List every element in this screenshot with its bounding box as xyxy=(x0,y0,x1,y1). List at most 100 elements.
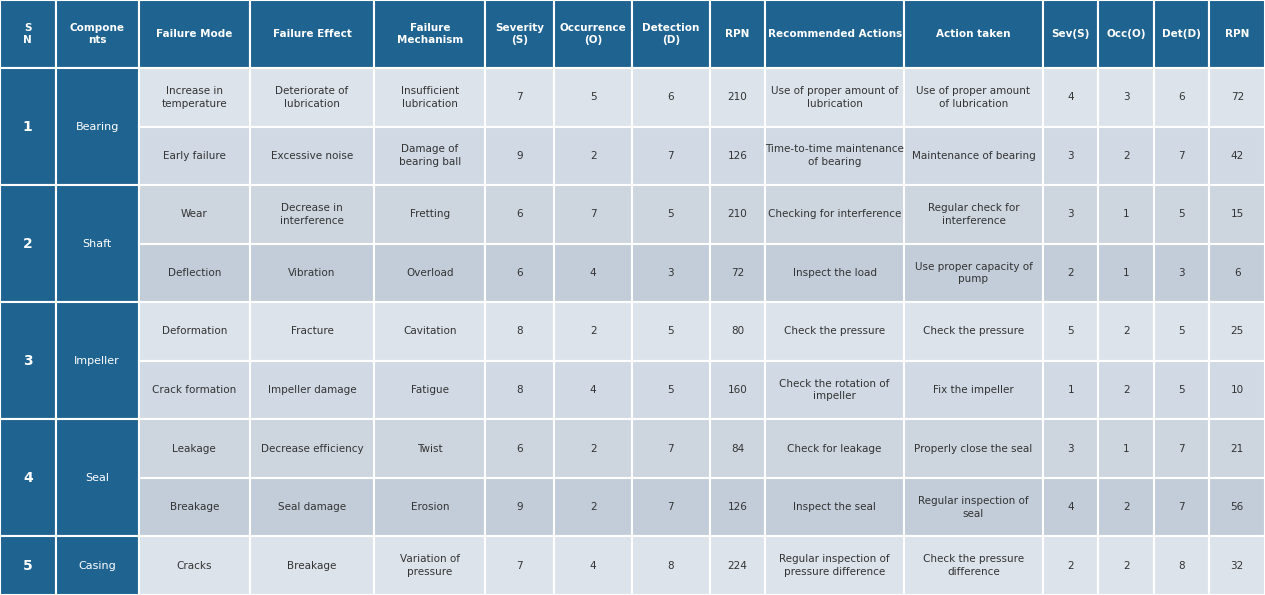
Bar xyxy=(554,127,632,185)
Text: 2: 2 xyxy=(589,327,596,337)
Bar xyxy=(486,0,554,68)
Bar xyxy=(765,127,904,185)
Text: Decrease in
interference: Decrease in interference xyxy=(280,203,344,226)
Text: Regular inspection of
pressure difference: Regular inspection of pressure differenc… xyxy=(779,555,891,577)
Bar xyxy=(374,127,486,185)
Text: Check for leakage: Check for leakage xyxy=(787,444,882,453)
Bar xyxy=(1098,302,1154,361)
Bar xyxy=(1154,185,1209,244)
Bar xyxy=(765,419,904,478)
Text: Properly close the seal: Properly close the seal xyxy=(915,444,1032,453)
Bar xyxy=(1154,127,1209,185)
Bar xyxy=(486,361,554,419)
Text: Seal damage: Seal damage xyxy=(278,502,347,512)
Bar xyxy=(1209,361,1265,419)
Text: 6: 6 xyxy=(1179,92,1185,102)
Bar xyxy=(1154,478,1209,537)
Bar xyxy=(250,0,374,68)
Bar xyxy=(1042,244,1098,302)
Text: Action taken: Action taken xyxy=(936,29,1011,39)
Text: 9: 9 xyxy=(516,151,524,161)
Text: Severity
(S): Severity (S) xyxy=(496,23,544,45)
Bar xyxy=(554,537,632,595)
Text: Fix the impeller: Fix the impeller xyxy=(934,385,1013,395)
Text: Fatigue: Fatigue xyxy=(411,385,449,395)
Bar xyxy=(632,185,710,244)
Text: RPN: RPN xyxy=(725,29,750,39)
Text: 1: 1 xyxy=(23,120,33,133)
Bar xyxy=(486,68,554,127)
Bar xyxy=(554,302,632,361)
Bar xyxy=(0,68,56,185)
Text: Insufficient
lubrication: Insufficient lubrication xyxy=(401,86,459,109)
Bar xyxy=(632,127,710,185)
Text: Inspect the load: Inspect the load xyxy=(793,268,877,278)
Bar xyxy=(486,537,554,595)
Text: Deteriorate of
lubrication: Deteriorate of lubrication xyxy=(276,86,349,109)
Bar xyxy=(486,302,554,361)
Text: Early failure: Early failure xyxy=(163,151,225,161)
Bar xyxy=(1154,361,1209,419)
Text: 72: 72 xyxy=(731,268,744,278)
Bar xyxy=(765,361,904,419)
Text: Impeller damage: Impeller damage xyxy=(268,385,357,395)
Text: Deformation: Deformation xyxy=(162,327,226,337)
Text: Check the pressure: Check the pressure xyxy=(784,327,885,337)
Bar xyxy=(374,185,486,244)
Text: Casing: Casing xyxy=(78,560,116,571)
Bar xyxy=(250,419,374,478)
Bar xyxy=(632,0,710,68)
Text: 1: 1 xyxy=(1123,209,1130,220)
Bar xyxy=(632,244,710,302)
Text: Det(D): Det(D) xyxy=(1163,29,1202,39)
Bar xyxy=(486,185,554,244)
Text: 10: 10 xyxy=(1231,385,1243,395)
Bar xyxy=(374,302,486,361)
Bar xyxy=(554,0,632,68)
Text: RPN: RPN xyxy=(1225,29,1250,39)
Bar xyxy=(710,127,765,185)
Bar xyxy=(554,185,632,244)
Bar xyxy=(765,0,904,68)
Text: 2: 2 xyxy=(1123,560,1130,571)
Text: Use of proper amount of
lubrication: Use of proper amount of lubrication xyxy=(770,86,898,109)
Bar xyxy=(1042,302,1098,361)
Bar xyxy=(1154,302,1209,361)
Bar xyxy=(1209,478,1265,537)
Text: 7: 7 xyxy=(668,502,674,512)
Bar xyxy=(1209,419,1265,478)
Text: 2: 2 xyxy=(1123,327,1130,337)
Bar xyxy=(904,419,1042,478)
Bar xyxy=(1098,244,1154,302)
Bar xyxy=(904,302,1042,361)
Bar xyxy=(374,478,486,537)
Bar xyxy=(250,537,374,595)
Text: Checking for interference: Checking for interference xyxy=(768,209,902,220)
Bar xyxy=(904,478,1042,537)
Text: Wear: Wear xyxy=(181,209,207,220)
Bar xyxy=(139,127,250,185)
Bar xyxy=(1154,68,1209,127)
Text: 15: 15 xyxy=(1231,209,1243,220)
Text: Fracture: Fracture xyxy=(291,327,334,337)
Text: 5: 5 xyxy=(1179,327,1185,337)
Bar xyxy=(1098,419,1154,478)
Text: 32: 32 xyxy=(1231,560,1243,571)
Text: Use of proper amount
of lubrication: Use of proper amount of lubrication xyxy=(916,86,1031,109)
Bar xyxy=(1098,537,1154,595)
Bar xyxy=(139,68,250,127)
Bar xyxy=(139,537,250,595)
Text: Shaft: Shaft xyxy=(82,239,111,249)
Bar xyxy=(1209,185,1265,244)
Bar xyxy=(0,0,56,68)
Text: 7: 7 xyxy=(1179,502,1185,512)
Text: 7: 7 xyxy=(1179,444,1185,453)
Text: 3: 3 xyxy=(1123,92,1130,102)
Text: 2: 2 xyxy=(1123,502,1130,512)
Bar xyxy=(0,419,56,537)
Bar xyxy=(904,185,1042,244)
Text: S
N: S N xyxy=(23,23,32,45)
Bar xyxy=(250,127,374,185)
Text: Breakage: Breakage xyxy=(287,560,336,571)
Text: 5: 5 xyxy=(668,209,674,220)
